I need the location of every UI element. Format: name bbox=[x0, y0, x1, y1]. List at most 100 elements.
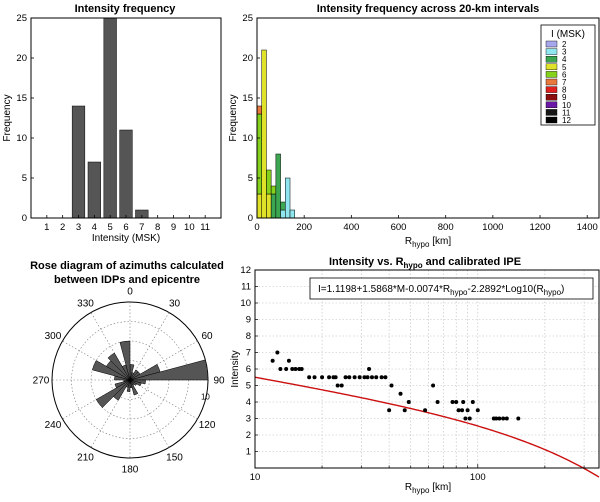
data-point bbox=[497, 416, 502, 421]
histogram-bar-segment bbox=[256, 193, 262, 219]
legend-label: 5 bbox=[562, 63, 567, 72]
y-tick-label: 15 bbox=[242, 93, 253, 104]
data-point bbox=[333, 375, 338, 380]
azimuth-rose-diagram: Rose diagram of azimuths calculated betw… bbox=[30, 260, 225, 476]
angle-label: 90 bbox=[213, 376, 225, 387]
x-tick-label: 1200 bbox=[529, 222, 550, 233]
x-tick-label: 6 bbox=[123, 222, 128, 233]
y-tick-label: 1 bbox=[246, 447, 251, 458]
legend-label: 12 bbox=[562, 116, 571, 125]
x-tick-label: 3 bbox=[76, 222, 81, 233]
y-tick-label: 7 bbox=[246, 348, 251, 359]
data-point bbox=[450, 400, 455, 404]
data-point bbox=[470, 400, 475, 404]
angle-label: 0 bbox=[127, 287, 133, 298]
y-axis-label: Intensity bbox=[230, 350, 241, 387]
data-point bbox=[275, 350, 280, 355]
data-point bbox=[320, 375, 325, 380]
x-tick-label: 10 bbox=[184, 222, 195, 233]
x-tick-label: 800 bbox=[438, 222, 454, 233]
data-point bbox=[383, 375, 388, 380]
angle-label: 240 bbox=[45, 420, 62, 431]
x-tick-label: 1000 bbox=[482, 222, 503, 233]
legend-title: I (MSK) bbox=[551, 29, 585, 40]
y-tick-label: 11 bbox=[241, 282, 251, 293]
y-tick-label: 10 bbox=[242, 133, 253, 144]
data-point bbox=[369, 375, 374, 380]
x-tick-label: 11 bbox=[200, 222, 210, 233]
data-point bbox=[501, 416, 506, 421]
y-tick-label: 5 bbox=[248, 173, 253, 184]
data-point bbox=[270, 358, 275, 363]
y-tick-label: 6 bbox=[246, 364, 251, 375]
data-point bbox=[352, 375, 357, 380]
x-tick-label: 1400 bbox=[577, 222, 598, 233]
data-point bbox=[467, 416, 472, 421]
data-point bbox=[475, 408, 480, 413]
histogram-bar-segment bbox=[266, 169, 272, 195]
data-point bbox=[290, 367, 295, 371]
legend-label: 10 bbox=[562, 101, 571, 110]
x-tick-label: 2 bbox=[60, 222, 65, 233]
data-point bbox=[389, 383, 394, 388]
equation-box: I=1.1198+1.5868*M-0.0074*Rhypo-2.2892*Lo… bbox=[309, 277, 594, 300]
rose-sector bbox=[92, 360, 131, 381]
y-tick-label: 25 bbox=[242, 13, 253, 24]
legend-swatch bbox=[545, 116, 558, 124]
legend-label: 11 bbox=[562, 108, 571, 117]
legend-swatch bbox=[545, 78, 558, 86]
legend-swatch bbox=[545, 48, 558, 55]
x-tick-label: 7 bbox=[139, 222, 144, 233]
data-point bbox=[461, 400, 466, 404]
data-point bbox=[299, 367, 304, 371]
y-axis-label: Frequency bbox=[2, 94, 13, 141]
data-point bbox=[367, 367, 372, 371]
data-point bbox=[374, 375, 379, 380]
rose-sector bbox=[107, 352, 131, 381]
histogram-bar-segment bbox=[261, 49, 267, 219]
equation-text: I=1.1198+1.5868*M-0.0074*Rhypo-2.2892*Lo… bbox=[318, 284, 564, 297]
legend-label: 2 bbox=[562, 40, 567, 49]
y-tick-label: 15 bbox=[16, 93, 27, 104]
plot-frame bbox=[256, 17, 600, 219]
radial-tick-label: 10 bbox=[201, 392, 210, 401]
data-point bbox=[463, 416, 468, 421]
legend-swatch bbox=[545, 71, 558, 78]
x-tick-label: 600 bbox=[391, 222, 407, 233]
y-tick-label: 10 bbox=[240, 298, 251, 309]
angle-label: 150 bbox=[166, 453, 183, 464]
y-tick-label: 20 bbox=[16, 53, 27, 64]
rose-sector bbox=[129, 379, 139, 396]
angle-label: 30 bbox=[169, 298, 181, 309]
histogram-bar-segment bbox=[270, 185, 277, 195]
y-tick-label: 5 bbox=[246, 381, 251, 392]
angle-label: 270 bbox=[33, 376, 50, 387]
legend-swatch bbox=[545, 86, 558, 93]
x-tick-label: 100 bbox=[470, 472, 486, 483]
legend-label: 4 bbox=[562, 55, 567, 64]
x-tick-label: 400 bbox=[343, 222, 359, 233]
legend-label: 3 bbox=[562, 48, 567, 57]
angle-label: 120 bbox=[199, 420, 216, 431]
intensity-frequency-chart: Intensity frequency 1 2 3 4 5 6 7 8 9 10 110510152… bbox=[2, 3, 222, 244]
chart-title-line-2: between IDPs and epicentre bbox=[54, 274, 200, 286]
data-point bbox=[402, 408, 407, 413]
histogram-bar-segment bbox=[266, 193, 272, 219]
data-point bbox=[327, 375, 332, 380]
legend-swatch bbox=[545, 40, 558, 48]
x-axis-label: Rhypo [km] bbox=[405, 482, 451, 495]
data-point bbox=[379, 375, 384, 380]
x-axis-label: Intensity (MSK) bbox=[92, 233, 160, 244]
histogram-bar-segment bbox=[285, 177, 291, 219]
x-tick-label: 9 bbox=[171, 222, 176, 233]
intensity-vs-distance-chart: Intensity vs. Rhypo and calibrated IPE 1… bbox=[230, 256, 600, 495]
data-point bbox=[504, 416, 509, 421]
data-point bbox=[431, 383, 436, 388]
data-point bbox=[494, 416, 499, 421]
data-point bbox=[335, 383, 340, 388]
x-tick-label: 4 bbox=[92, 222, 97, 233]
bar bbox=[119, 129, 133, 219]
chart-title: Intensity frequency across 20-km interva… bbox=[317, 3, 540, 15]
legend-label: 8 bbox=[562, 86, 567, 95]
